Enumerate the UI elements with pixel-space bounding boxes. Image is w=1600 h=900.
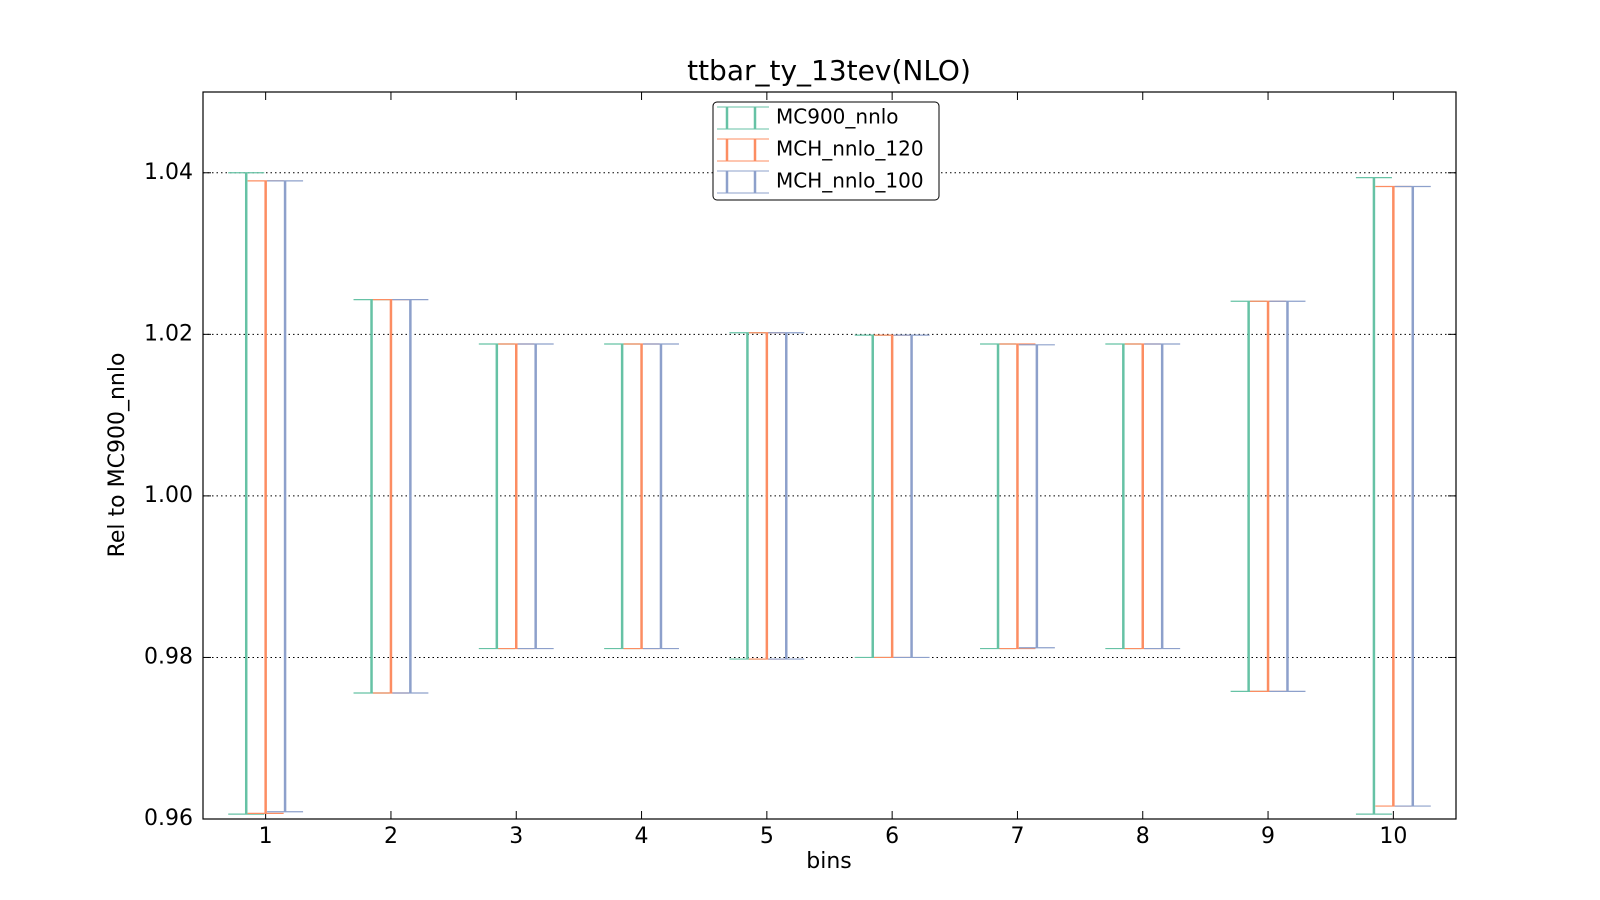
x-tick-label: 10 bbox=[1379, 824, 1407, 849]
y-tick-label: 1.00 bbox=[144, 483, 193, 508]
x-tick-label: 2 bbox=[384, 824, 398, 849]
plot-frame bbox=[202, 91, 1457, 820]
x-tick-label: 6 bbox=[885, 824, 899, 849]
y-tick-label: 0.98 bbox=[144, 644, 193, 669]
y-tick-label: 1.02 bbox=[144, 321, 193, 346]
x-tick-label: 4 bbox=[635, 824, 649, 849]
legend-label: MCH_nnlo_100 bbox=[776, 169, 924, 193]
x-tick-label: 3 bbox=[509, 824, 523, 849]
x-tick-label: 8 bbox=[1136, 824, 1150, 849]
legend-label: MC900_nnlo bbox=[776, 105, 899, 129]
legend-label: MCH_nnlo_120 bbox=[776, 137, 924, 161]
x-axis-label: bins bbox=[806, 849, 851, 874]
x-tick-label: 5 bbox=[760, 824, 774, 849]
x-tick-label: 7 bbox=[1010, 824, 1024, 849]
y-tick-label: 0.96 bbox=[144, 806, 193, 831]
y-tick-label: 1.04 bbox=[144, 160, 193, 185]
x-tick-label: 9 bbox=[1261, 824, 1275, 849]
x-tick-label: 1 bbox=[259, 824, 273, 849]
legend-box bbox=[712, 101, 940, 201]
chart-title: ttbar_ty_13tev(NLO) bbox=[687, 54, 971, 87]
y-axis-label: Rel to MC900_nnlo bbox=[105, 353, 130, 558]
